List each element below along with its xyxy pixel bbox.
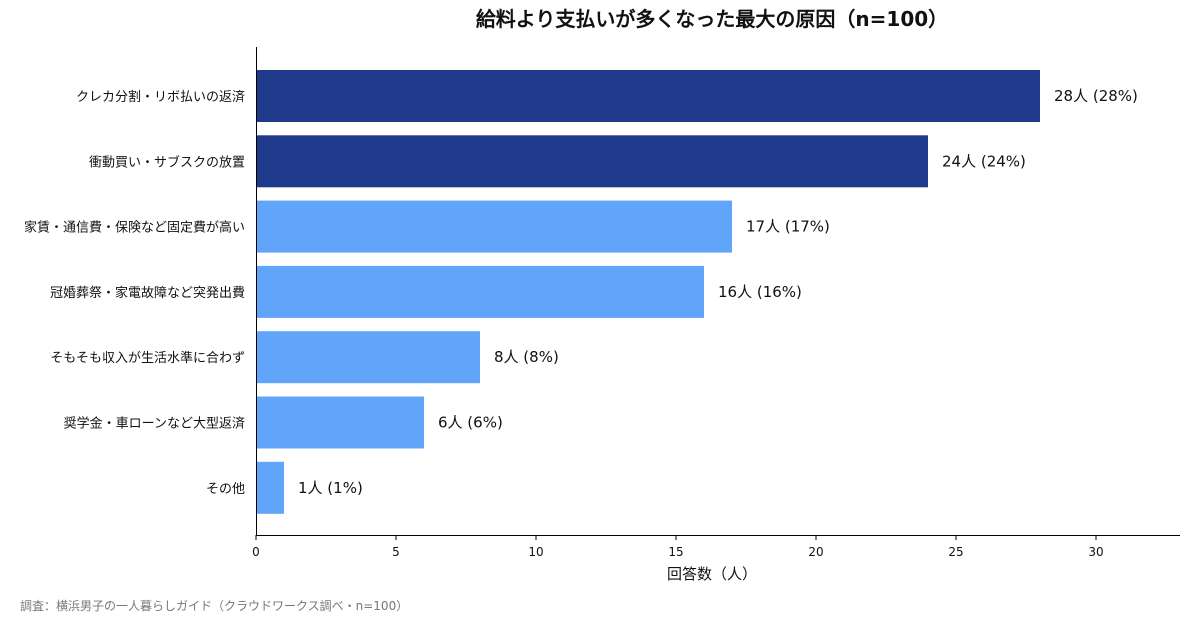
data-label: 24人 (24%) [942,152,1026,170]
data-label: 6人 (6%) [438,414,503,432]
bar [256,396,424,449]
x-tick-label: 10 [528,545,543,559]
bar [256,331,480,384]
bars-group [256,70,1040,514]
x-tick-label: 30 [1088,545,1103,559]
x-tick-label: 5 [392,545,400,559]
bar [256,461,284,514]
bar [256,135,928,188]
category-label: クレカ分割・リボ払いの返済 [76,89,245,105]
x-tick-label: 0 [252,545,260,559]
data-label: 8人 (8%) [494,348,559,366]
bar [256,200,732,253]
data-label: 17人 (17%) [746,218,830,236]
x-tick-label: 25 [948,545,963,559]
data-label: 16人 (16%) [718,283,802,301]
data-labels: 28人 (28%) 24人 (24%) 17人 (17%) 16人 (16%) 8人 (… [298,87,1138,497]
x-axis-title: 回答数（人） [667,565,757,583]
x-tick-label: 15 [668,545,683,559]
chart-title: 給料より支払いが多くなった最大の原因（n=100） [476,7,948,31]
category-label: 家賃・通信費・保険など固定費が高い [24,220,245,236]
x-tick-label: 20 [808,545,823,559]
category-label: 奨学金・車ローンなど大型返済 [64,416,245,432]
category-label: そもそも収入が生活水準に合わず [50,350,245,366]
data-label: 28人 (28%) [1054,87,1138,105]
category-label: 衝動買い・サブスクの放置 [89,154,245,170]
category-labels: クレカ分割・リボ払いの返済衝動買い・サブスクの放置家賃・通信費・保険など固定費が… [24,89,245,497]
bar [256,70,1040,122]
category-label: 冠婚葬祭・家電故障など突発出費 [50,285,245,301]
source-note: 調査：横浜男子の一人暮らしガイド（クラウドワークス調べ・n=100） [20,599,409,613]
category-label: その他 [206,482,245,497]
bar [256,265,704,318]
data-label: 1人 (1%) [298,479,363,497]
x-axis-ticks: 0 5 10 15 20 25 30 [252,535,1104,559]
